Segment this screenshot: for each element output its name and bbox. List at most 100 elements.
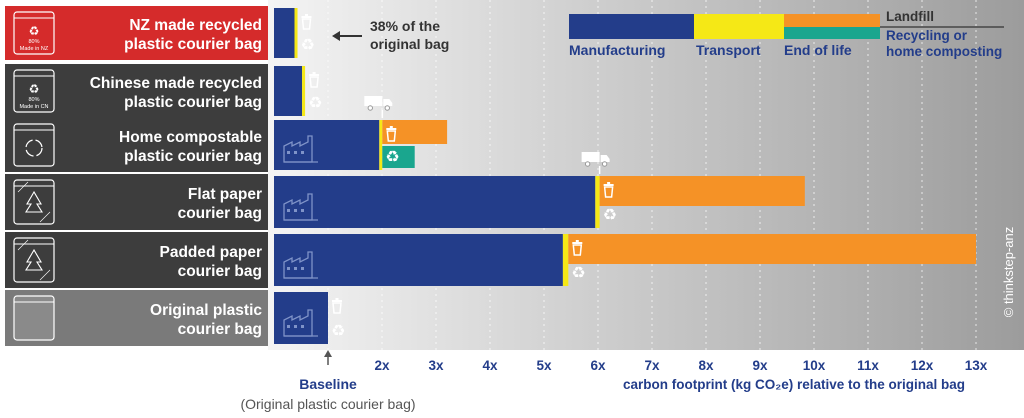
plot-background [268,0,1024,350]
truck-cab [600,155,610,162]
category-label-line-2-row-4: courier bag [178,205,262,222]
bag-recycled-percent: 80% [28,97,39,103]
x-tick-label-6x: 6x [590,358,606,373]
bag-icon-row-2: ♻80%Made in CN [13,69,55,113]
category-box-row-4 [5,174,268,230]
category-label-line-2-row-1: plastic courier bag [124,36,262,53]
factory-window [301,151,304,154]
category-label-line-1-row-6: Original plastic [150,302,262,319]
trash-body [301,18,312,30]
trash-handle [312,72,316,74]
bag-outline [13,123,55,167]
trash-lid [386,128,397,130]
factory-window [294,325,297,328]
trash-lid [332,300,342,302]
trash-body [603,186,614,198]
truck-icon-row-3 [364,96,393,111]
trash-icon-row-1 [301,14,312,30]
annotation-line-2: original bag [370,36,449,52]
factory-window [287,267,290,270]
factory-outline [283,309,313,337]
recycle-icon-row-5: ♻ [571,265,585,282]
factory-window [294,209,297,212]
factory-icon-row-4 [283,193,318,221]
category-labels: ♻80%Made in NZ NZ made recycled plastic co… [5,6,268,346]
bar-recycling-row-3 [382,146,415,168]
legend-label-landfill: Landfill [886,9,934,24]
factory-window [287,209,290,212]
category-label-line-2-row-3: plastic courier bag [124,148,262,165]
bag-origin: Made in NZ [20,46,49,52]
bar-icons: ♻ ♻ ♻ ♻ ♻ ♻ [283,14,617,340]
factory-window [287,325,290,328]
legend-swatch-manufacturing [569,14,694,39]
bar-landfill-row-4 [599,176,805,206]
x-tick-label-10x: 10x [803,358,826,373]
x-tick-label-9x: 9x [752,358,768,373]
paper-hatch [17,239,29,251]
bag-outline [13,179,55,225]
recycle-icon-row-3: ♻ [385,149,399,166]
recycle-icon-row-1: ♻ [301,37,315,54]
trash-icon-row-4 [603,182,614,198]
annotation: 38% of the original bag [332,18,449,52]
bag-recycled-percent: 80% [28,39,39,45]
category-label-line-2-row-2: plastic courier bag [124,94,262,111]
baseline-arrowhead [324,350,332,357]
legend-swatch-transport [694,14,784,39]
truck-wheel [367,105,373,111]
credit-text: © thinkstep-anz [1001,227,1016,318]
annotation-arrowhead [332,31,340,41]
trash-handle [389,126,393,128]
x-tick-label-8x: 8x [698,358,714,373]
trash-body [572,244,583,256]
legend-label-transport: Transport [696,42,761,58]
bag-outline [13,295,55,341]
bag-outline [13,11,55,55]
bar-landfill-row-3 [382,120,448,144]
factory-outline [283,135,313,163]
bag-icon-row-4 [13,179,55,225]
trash-icon-row-5 [572,240,583,256]
trash-icon-row-3 [386,126,397,142]
legend-label-end-of-life: End of life [784,42,852,58]
trash-body [309,76,319,88]
paper-hatch [17,181,29,193]
bag-icon-row-1: ♻80%Made in NZ [13,11,55,55]
trash-body [332,302,342,314]
truck-wheel [584,161,591,167]
x-axis: Baseline (Original plastic courier bag) … [240,350,988,412]
factory-icon-row-5 [283,251,318,279]
bag-outline [13,69,55,113]
legend-swatch-landfill [784,14,880,27]
axis-background [268,350,1024,413]
category-label-line-1-row-4: Flat paper [188,186,262,203]
factory-outline [283,193,313,221]
baseline-sublabel: (Original plastic courier bag) [240,396,415,412]
factory-outline [283,251,313,279]
factory-icon-row-6 [283,309,318,337]
compost-icon [25,139,43,157]
category-label-line-1-row-2: Chinese made recycled [90,75,262,92]
factory-window [301,267,304,270]
x-tick-label-2x: 2x [374,358,390,373]
bar-manufacturing-row-2 [274,66,303,116]
tree-icon [25,190,43,213]
category-box-row-2 [5,64,268,118]
paper-hatch [39,211,51,223]
truck-body [581,152,600,162]
x-tick-label-11x: 11x [857,358,879,373]
bar-transport-row-2 [302,66,306,116]
annotation-line-1: 38% of the [370,18,440,34]
bar-landfill-row-5 [568,234,976,264]
legend-label-recycling-line-2: home composting [886,44,1002,59]
truck-cab [383,99,393,106]
x-tick-label-13x: 13x [965,358,988,373]
category-label-line-1-row-1: NZ made recycled [129,17,262,34]
recycle-icon-row-4: ♻ [603,207,617,224]
x-tick-label-3x: 3x [428,358,444,373]
trash-lid [309,74,320,76]
x-axis-label: carbon footprint (kg CO₂e) relative to t… [623,377,965,392]
grid-lines [327,0,977,350]
